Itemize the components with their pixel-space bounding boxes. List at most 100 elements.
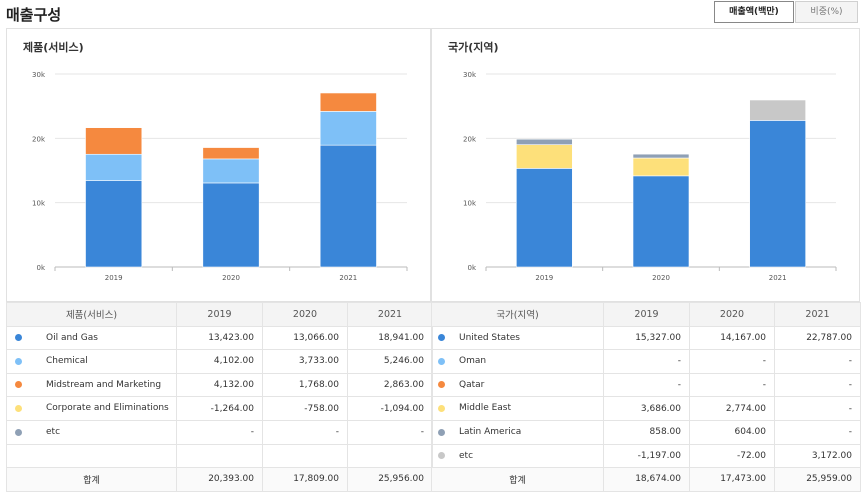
region-item-label: Oman [459, 356, 487, 367]
legend-dot-icon [15, 404, 22, 412]
product-table: 제품(서비스) 2019 2020 2021 Oil and Gas 13,423.00… [6, 302, 433, 492]
product-item-label: Midstream and Marketing [46, 379, 162, 390]
table-row: etc -1,197.00 -72.00 3,172.00 [431, 443, 861, 469]
product-bar-segment[interactable] [202, 182, 260, 268]
value-cell: 2,774.00 [689, 396, 775, 421]
region-chart-panel: 국가(지역) 0k 10k 20k 30k 2019 2020 2021 [431, 28, 860, 302]
total-value-cell: 25,956.00 [347, 467, 433, 492]
ratio-toggle-button[interactable]: 비중(%) [795, 1, 858, 23]
column-header: 2019 [176, 302, 263, 327]
column-header: 제품(서비스) [6, 302, 177, 327]
product-name-cell [6, 443, 177, 469]
product-bar-segment[interactable] [319, 111, 377, 146]
region-name-cell: United States [431, 325, 604, 351]
column-header: 2021 [347, 302, 433, 327]
table-row: etc - - - [6, 419, 433, 445]
product-item-label: Corporate and Eliminations [46, 403, 169, 414]
total-row: 합계 20,393.00 17,809.00 25,956.00 [6, 467, 433, 492]
product-name-cell: Oil and Gas [6, 325, 177, 351]
value-cell: - [262, 419, 348, 445]
value-cell: - [689, 372, 775, 398]
y-tick-label: 30k [463, 71, 477, 79]
revenue-toggle-button[interactable]: 매출액(백만) [714, 1, 794, 23]
region-bar-segment[interactable] [516, 138, 573, 145]
region-name-cell: Oman [431, 349, 604, 374]
region-item-label: United States [459, 332, 520, 343]
table-row: Middle East 3,686.00 2,774.00- [431, 396, 861, 421]
value-cell: 5,246.00 [347, 349, 433, 374]
product-name-cell: Midstream and Marketing [6, 372, 177, 398]
value-cell: 13,423.00 [176, 325, 263, 351]
region-bar-segment[interactable] [632, 153, 690, 159]
value-cell: -1,094.00 [347, 396, 433, 421]
legend-dot-icon [15, 428, 22, 436]
value-cell: - [774, 419, 861, 445]
legend-dot-icon [15, 334, 22, 342]
value-cell: 2,863.00 [347, 372, 433, 398]
region-item-label: etc [459, 450, 474, 461]
region-bar-segment[interactable] [749, 120, 806, 268]
table-row: Qatar - - - [431, 372, 861, 398]
region-item-label: Middle East [459, 403, 512, 414]
region-chart-title: 국가(지역) [448, 41, 499, 54]
region-bar-segment[interactable] [632, 175, 690, 268]
product-chart-title: 제품(서비스) [23, 41, 84, 54]
table-row: Oil and Gas 13,423.00 13,066.00 18,941.00 [6, 325, 433, 351]
legend-dot-icon [15, 381, 22, 389]
total-row: 합계 18,674.00 17,473.00 25,959.00 [431, 467, 861, 492]
legend-dot-icon [15, 357, 22, 365]
region-name-cell: etc [431, 443, 604, 469]
product-bar-segment[interactable] [202, 158, 260, 184]
product-bar-segment[interactable] [85, 127, 143, 155]
value-cell: 3,686.00 [603, 396, 690, 421]
value-cell: 14,167.00 [689, 325, 775, 351]
product-item-label: etc [46, 427, 61, 438]
region-bar-segment[interactable] [516, 168, 573, 268]
value-cell [347, 443, 433, 469]
total-label: 합계 [6, 467, 177, 492]
region-item-label: Latin America [459, 427, 522, 438]
y-tick-label: 20k [463, 135, 477, 143]
total-value-cell: 18,674.00 [603, 467, 690, 492]
table-row: Corporate and Eliminations -1,264.00 -758.… [6, 396, 433, 421]
product-bar-segment[interactable] [85, 153, 143, 181]
y-tick-label: 0k [467, 264, 476, 272]
value-cell: 22,787.00 [774, 325, 861, 351]
value-cell: 858.00 [603, 419, 690, 445]
product-bar-segment[interactable] [319, 144, 377, 268]
value-cell: 4,132.00 [176, 372, 263, 398]
value-cell: 18,941.00 [347, 325, 433, 351]
region-bar-segment[interactable] [516, 144, 573, 169]
product-name-cell: Corporate and Eliminations [6, 396, 177, 421]
product-bar-segment[interactable] [85, 180, 143, 268]
value-cell: -1,197.00 [603, 443, 690, 469]
value-cell: 15,327.00 [603, 325, 690, 351]
product-name-cell: Chemical [6, 349, 177, 374]
total-label: 합계 [431, 467, 604, 492]
x-tick-label: 2020 [222, 274, 240, 282]
x-tick-label: 2019 [105, 274, 123, 282]
total-value-cell: 20,393.00 [176, 467, 263, 492]
value-cell: - [603, 349, 690, 374]
region-bar-segment[interactable] [749, 99, 806, 121]
y-tick-label: 10k [463, 200, 477, 208]
product-item-label: Oil and Gas [46, 332, 98, 343]
legend-dot-icon [438, 381, 445, 389]
region-stacked-bar-chart: 0k 10k 20k 30k 2019 2020 2021 [463, 71, 837, 282]
column-header: 국가(지역) [431, 302, 604, 327]
section-title: 매출구성 [6, 6, 62, 24]
y-tick-label: 10k [32, 200, 46, 208]
value-cell: - [774, 396, 861, 421]
value-cell: -758.00 [262, 396, 348, 421]
value-cell: 4,102.00 [176, 349, 263, 374]
value-cell: - [603, 372, 690, 398]
y-tick-label: 0k [36, 264, 45, 272]
value-cell: - [176, 419, 263, 445]
column-header: 2021 [774, 302, 861, 327]
value-cell: -72.00 [689, 443, 775, 469]
product-bar-segment[interactable] [202, 147, 260, 160]
product-bar-segment[interactable] [319, 92, 377, 112]
region-bar-segment[interactable] [632, 157, 690, 177]
value-cell [262, 443, 348, 469]
table-header-row: 제품(서비스) 2019 2020 2021 [6, 302, 433, 327]
